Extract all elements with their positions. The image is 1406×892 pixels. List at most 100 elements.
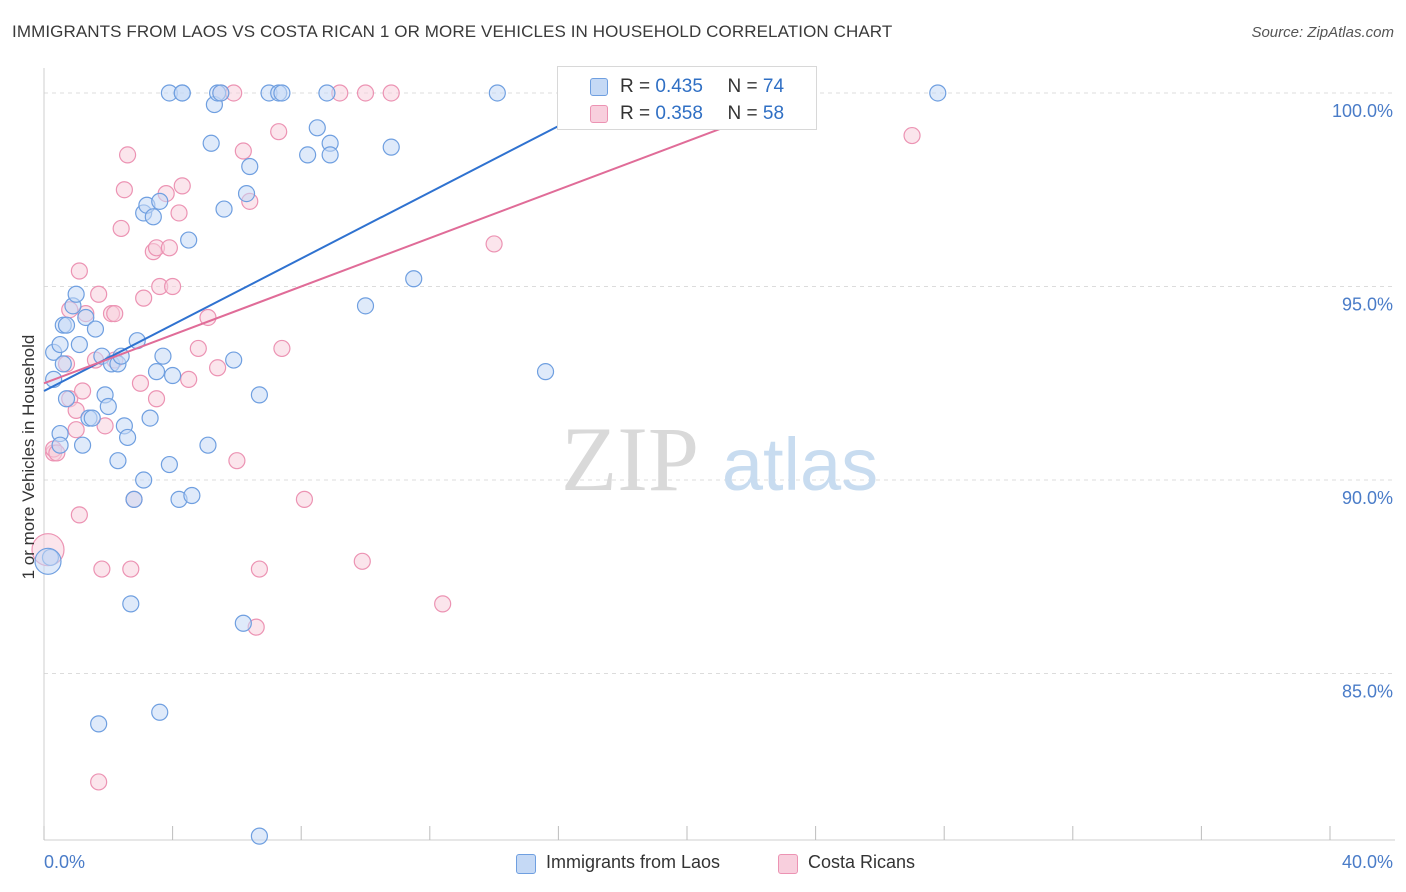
source-label: Source: ZipAtlas.com bbox=[1251, 24, 1394, 41]
data-point bbox=[96, 417, 114, 435]
data-point bbox=[73, 382, 92, 400]
data-point bbox=[57, 316, 76, 334]
data-point bbox=[122, 595, 140, 613]
data-point bbox=[93, 560, 111, 578]
bottom-legend-swatch-costa-ricans bbox=[778, 854, 798, 874]
data-point bbox=[122, 560, 140, 578]
data-point bbox=[189, 339, 207, 358]
data-point bbox=[90, 715, 108, 733]
data-point bbox=[180, 370, 198, 388]
data-point bbox=[34, 547, 62, 575]
stats-legend: R = 0.435 N = 74 R = 0.358 N = 58 bbox=[557, 66, 817, 130]
data-point bbox=[295, 490, 314, 508]
data-point bbox=[147, 363, 166, 381]
data-point bbox=[199, 436, 217, 454]
data-point bbox=[234, 142, 252, 160]
series-laos bbox=[34, 84, 947, 845]
data-point bbox=[237, 185, 256, 203]
data-point bbox=[321, 146, 339, 164]
x-tick-label: 0.0% bbox=[44, 852, 85, 872]
data-point bbox=[131, 374, 150, 392]
data-point bbox=[112, 219, 130, 238]
data-point bbox=[903, 126, 921, 145]
data-point bbox=[536, 363, 555, 381]
data-point bbox=[356, 297, 375, 315]
data-point bbox=[488, 84, 506, 102]
trend-line-costa-ricans bbox=[43, 92, 816, 385]
legend-row-laos: R = 0.435 N = 74 bbox=[620, 76, 784, 98]
data-point bbox=[164, 366, 182, 385]
data-point bbox=[199, 308, 217, 327]
data-point bbox=[250, 827, 269, 845]
legend-n-label: N = bbox=[727, 103, 758, 124]
data-point bbox=[318, 84, 336, 102]
data-point bbox=[73, 436, 92, 454]
data-point bbox=[99, 397, 117, 416]
data-point bbox=[180, 231, 198, 249]
data-point bbox=[147, 390, 166, 408]
data-point bbox=[51, 436, 69, 454]
data-point bbox=[434, 595, 452, 613]
data-point bbox=[154, 347, 172, 365]
y-tick-label: 95.0% bbox=[1342, 294, 1393, 314]
data-point bbox=[51, 335, 69, 354]
data-point bbox=[86, 320, 105, 338]
data-point bbox=[70, 335, 88, 354]
data-point bbox=[151, 703, 169, 721]
data-point bbox=[353, 552, 371, 570]
data-point bbox=[241, 157, 259, 176]
bottom-legend-label-laos: Immigrants from Laos bbox=[546, 852, 721, 872]
trend-line-laos bbox=[43, 92, 624, 392]
data-point bbox=[118, 146, 137, 164]
data-point bbox=[135, 471, 153, 489]
data-point bbox=[109, 452, 127, 470]
legend-swatch-costa-ricans bbox=[590, 105, 608, 123]
trend-lines bbox=[43, 92, 816, 392]
data-point bbox=[77, 308, 95, 327]
data-point bbox=[67, 421, 85, 439]
data-point bbox=[382, 84, 400, 102]
data-point bbox=[160, 455, 178, 474]
legend-swatch-laos bbox=[590, 78, 608, 96]
data-point bbox=[70, 262, 88, 280]
data-point bbox=[90, 773, 108, 791]
data-point bbox=[115, 181, 133, 199]
data-point bbox=[250, 386, 269, 404]
bottom-legend-swatch-laos bbox=[516, 854, 536, 874]
legend-r-label: R = bbox=[620, 76, 651, 97]
data-point bbox=[141, 409, 159, 427]
data-point bbox=[308, 119, 326, 137]
y-tick-label: 85.0% bbox=[1342, 682, 1393, 702]
axes bbox=[43, 68, 1395, 841]
x-tick-label: 40.0% bbox=[1342, 852, 1393, 872]
data-point bbox=[225, 351, 243, 369]
data-point bbox=[144, 208, 162, 226]
watermark-zip: ZIP bbox=[561, 408, 699, 510]
grid-lines bbox=[44, 92, 1395, 675]
data-point bbox=[106, 304, 124, 323]
data-point bbox=[405, 270, 423, 288]
legend-r-value: 0.435 bbox=[655, 76, 703, 97]
data-point bbox=[209, 359, 227, 377]
chart-title: IMMIGRANTS FROM LAOS VS COSTA RICAN 1 OR… bbox=[12, 22, 893, 41]
y-tick-label: 100.0% bbox=[1332, 101, 1393, 121]
data-point bbox=[202, 134, 220, 152]
data-point bbox=[83, 409, 101, 427]
data-point bbox=[118, 428, 137, 447]
data-point bbox=[67, 401, 85, 419]
data-point bbox=[151, 192, 169, 210]
legend-n-value: 58 bbox=[762, 103, 785, 124]
legend-r-label: R = bbox=[620, 103, 651, 124]
watermark-atlas: atlas bbox=[722, 423, 878, 506]
data-point bbox=[160, 239, 178, 257]
data-point bbox=[234, 614, 252, 632]
data-point bbox=[215, 200, 233, 218]
y-axis-label: 1 or more Vehicles in Household bbox=[19, 335, 38, 580]
data-point bbox=[135, 289, 153, 307]
data-point bbox=[485, 235, 503, 253]
data-point bbox=[125, 490, 143, 508]
data-point bbox=[382, 138, 400, 156]
tick-labels: 85.0% 90.0% 95.0% 100.0% 0.0% 40.0% bbox=[44, 101, 1393, 872]
legend-n-label: N = bbox=[727, 76, 758, 97]
